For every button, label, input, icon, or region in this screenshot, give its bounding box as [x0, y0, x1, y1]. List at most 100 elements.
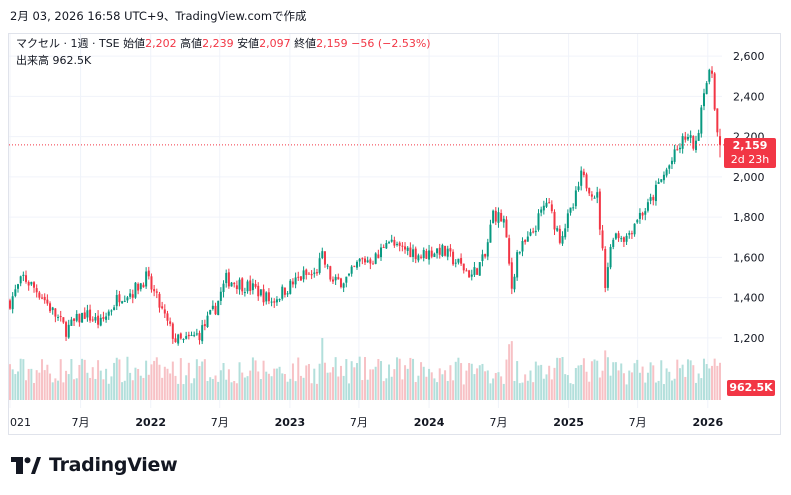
volume-bar	[134, 367, 137, 400]
volume-bar	[518, 383, 521, 400]
volume-bar	[43, 370, 46, 400]
last-price-badge: 2,159 2d 23h	[724, 138, 776, 168]
volume-bar	[187, 362, 190, 400]
candle-body	[14, 289, 17, 296]
price-tick-label: 2,600	[733, 50, 765, 63]
volume-bar	[492, 378, 495, 400]
tradingview-logo-icon	[11, 456, 41, 474]
time-tick-label: 7月	[350, 416, 368, 429]
candle-body	[211, 305, 214, 309]
volume-bar	[9, 364, 11, 400]
candle-body	[716, 108, 719, 133]
volume-bar	[654, 382, 657, 400]
volume-bar	[321, 338, 324, 400]
volume-bar	[299, 375, 302, 400]
candle-body	[719, 136, 721, 145]
volume-bar	[508, 344, 511, 400]
candle-body	[436, 248, 439, 254]
volume-bar	[275, 368, 278, 400]
candle-body	[67, 324, 70, 338]
volume-bar	[638, 372, 641, 400]
volume-bar	[62, 382, 65, 400]
last-volume-badge: 962.5K	[727, 380, 775, 396]
volume-bar	[158, 364, 161, 400]
candle-body	[193, 334, 196, 336]
close-value: 2,159	[316, 37, 348, 50]
volume-bar	[54, 378, 57, 400]
candle-body	[318, 258, 321, 273]
volume-bar	[545, 374, 548, 400]
candle-body	[230, 282, 233, 287]
volume-bar	[476, 368, 479, 400]
candle-body	[540, 209, 543, 213]
volume-bar	[166, 368, 169, 400]
candle-body	[251, 283, 254, 291]
candle-body	[382, 247, 385, 249]
candle-body	[593, 197, 596, 199]
candle-body	[169, 321, 172, 324]
volume-bar	[19, 358, 22, 400]
candle-body	[428, 250, 431, 260]
volume-bar	[540, 364, 543, 400]
volume-bar	[428, 368, 431, 400]
volume-bar	[628, 370, 631, 400]
volume-bar	[457, 357, 460, 400]
volume-bar	[230, 382, 233, 400]
volume-bar	[665, 368, 668, 400]
candle-body	[150, 276, 153, 290]
volume-bar	[468, 363, 471, 400]
volume-bar	[126, 356, 129, 400]
candle-body	[345, 276, 348, 283]
candle-body	[350, 266, 353, 274]
volume-bar	[598, 377, 601, 400]
volume-bar	[582, 358, 585, 400]
volume-bar	[409, 357, 412, 400]
volume-bar	[593, 359, 596, 400]
candle-body	[257, 285, 260, 297]
time-tick-label: 2024	[414, 416, 445, 429]
volume-bar	[307, 363, 310, 400]
volume-bar	[345, 359, 348, 400]
candle-body	[145, 271, 148, 287]
candle-body	[532, 231, 535, 233]
volume-bar	[713, 358, 716, 400]
candle-body	[438, 247, 441, 255]
candle-body	[513, 276, 516, 290]
volume-bar	[161, 377, 164, 400]
volume-bar	[388, 364, 391, 400]
candle-body	[235, 285, 238, 289]
candle-body	[478, 262, 481, 276]
candle-body	[676, 149, 679, 151]
candle-body	[553, 211, 556, 230]
volume-bar	[289, 378, 292, 400]
candle-body	[665, 169, 668, 176]
candle-body	[222, 283, 225, 293]
candle-body	[641, 212, 644, 216]
candle-body	[537, 213, 540, 230]
volume-bar	[286, 381, 289, 400]
volume-bar	[222, 362, 225, 400]
volume-bar	[73, 379, 76, 400]
volume-bar	[366, 379, 369, 400]
price-tick-label: 1,200	[733, 332, 765, 345]
volume-bar	[249, 370, 252, 400]
volume-bar	[254, 360, 257, 400]
candle-body	[622, 237, 625, 242]
candle-body	[25, 275, 28, 282]
candle-body	[369, 259, 372, 264]
volume-value: 962.5K	[52, 54, 92, 67]
candle-body	[158, 293, 161, 308]
candle-body	[262, 289, 265, 303]
volume-bar	[542, 378, 545, 400]
tradingview-brand[interactable]: TradingView	[11, 454, 178, 476]
candle-body	[102, 317, 105, 319]
volume-bar	[219, 370, 222, 400]
volume-bar	[401, 379, 404, 400]
candle-body	[51, 307, 54, 311]
volume-bar	[35, 370, 38, 400]
candle-body	[606, 267, 609, 288]
candle-body	[452, 251, 455, 265]
volume-bar	[318, 363, 321, 400]
candle-body	[331, 279, 334, 282]
